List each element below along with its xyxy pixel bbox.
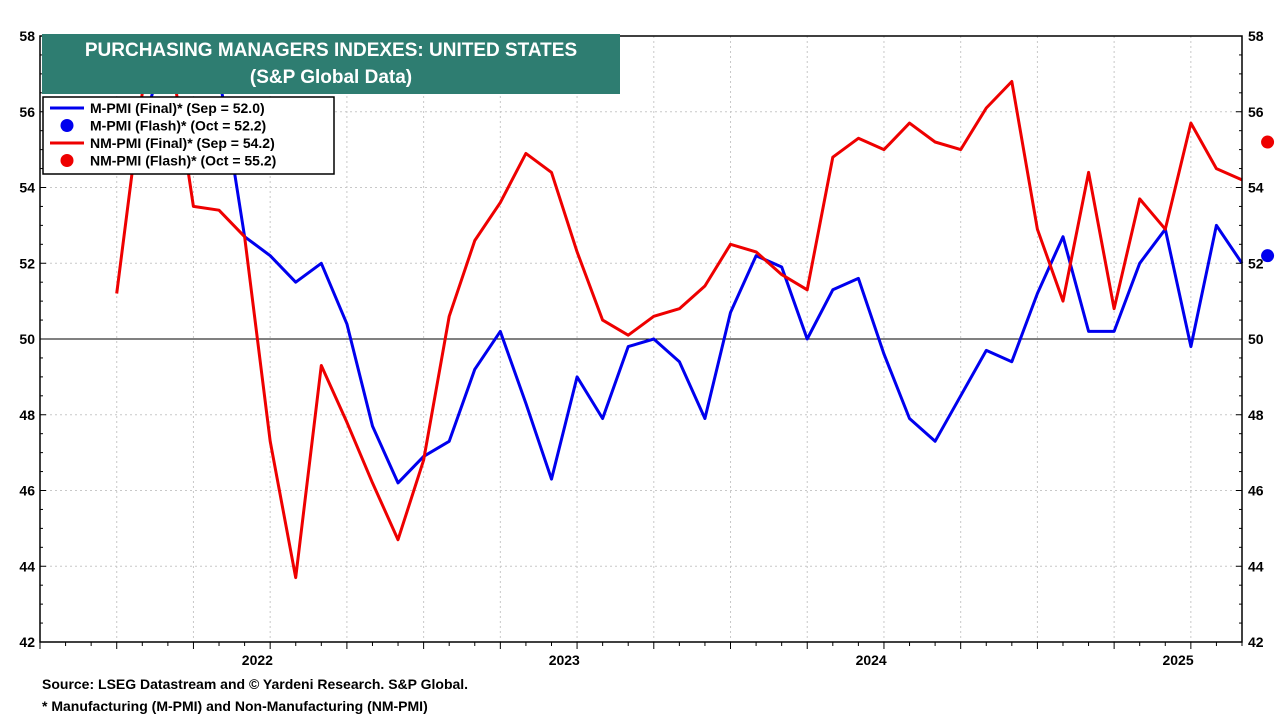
flash-point-3 — [1261, 135, 1275, 149]
y-tick-label-right: 48 — [1248, 407, 1264, 423]
footnote: * Manufacturing (M-PMI) and Non-Manufact… — [42, 698, 428, 714]
series-layer — [115, 34, 1275, 580]
legend-label: M-PMI (Final)* (Sep = 52.0) — [90, 100, 265, 116]
source-note: Source: LSEG Datastream and © Yardeni Re… — [42, 676, 469, 692]
chart-title: PURCHASING MANAGERS INDEXES: UNITED STAT… — [85, 40, 577, 61]
y-tick-label-right: 44 — [1248, 558, 1264, 574]
y-tick-label-left: 48 — [19, 407, 35, 423]
y-tick-label-right: 42 — [1248, 634, 1264, 650]
y-tick-label-right: 52 — [1248, 255, 1264, 271]
legend-label: NM-PMI (Flash)* (Oct = 55.2) — [90, 153, 276, 169]
grid — [40, 36, 1242, 642]
flash-point-1 — [1261, 249, 1275, 263]
y-tick-label-left: 50 — [19, 331, 35, 347]
legend-marker-swatch — [60, 119, 74, 132]
x-tick-label: 2022 — [242, 652, 273, 668]
y-tick-label-right: 50 — [1248, 331, 1264, 347]
y-tick-label-right: 58 — [1248, 28, 1264, 44]
legend-marker-swatch — [60, 154, 74, 167]
axes: 42 42 44 44 46 46 48 48 50 50 52 52 54 54 56 56 58 58 2022… — [19, 28, 1263, 668]
y-tick-label-right: 56 — [1248, 104, 1264, 120]
y-tick-label-right: 46 — [1248, 483, 1264, 499]
legend-label: M-PMI (Flash)* (Oct = 52.2) — [90, 118, 266, 134]
x-tick-label: 2023 — [549, 652, 580, 668]
legend: M-PMI (Final)* (Sep = 52.0) M-PMI (Flash)… — [42, 96, 335, 175]
y-tick-label-right: 54 — [1248, 180, 1264, 196]
y-tick-label-left: 58 — [19, 28, 35, 44]
y-tick-label-left: 46 — [19, 483, 35, 499]
y-tick-label-left: 44 — [19, 558, 35, 574]
chart-subtitle: (S&P Global Data) — [250, 67, 412, 88]
series-line-2 — [115, 34, 1243, 580]
x-tick-label: 2025 — [1162, 652, 1193, 668]
y-tick-label-left: 54 — [19, 180, 35, 196]
x-tick-label: 2024 — [856, 652, 887, 668]
legend-label: NM-PMI (Final)* (Sep = 54.2) — [90, 135, 275, 151]
y-tick-label-left: 52 — [19, 255, 35, 271]
pmi-chart: 42 42 44 44 46 46 48 48 50 50 52 52 54 54 56 56 58 58 2022… — [19, 28, 1275, 668]
title-box: PURCHASING MANAGERS INDEXES: UNITED STAT… — [42, 34, 620, 94]
series-line-0 — [116, 34, 1244, 485]
y-tick-label-left: 56 — [19, 104, 35, 120]
y-tick-label-left: 42 — [19, 634, 35, 650]
